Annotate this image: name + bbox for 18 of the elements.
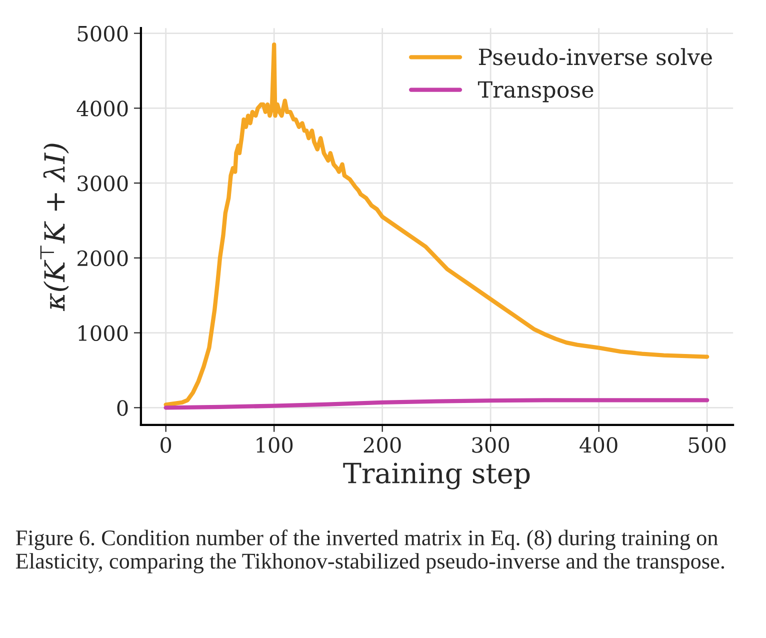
x-tick-label: 0 [160,437,172,453]
y-tick-label: 3000 [78,176,128,192]
x-tick-label: 300 [472,437,510,453]
caption: Figure 6. Condition number of the inverted matrix in Eq. (8) during training on Elasticity, comparing the Tikhonov-stabilized pseudo-inverse and the transpose. [16,530,724,574]
y-tick-label: 1000 [78,325,128,342]
y-tick-label: 4000 [76,100,128,116]
x-tick-label: 500 [688,437,726,453]
x-tick-label: 400 [580,437,618,453]
x-tick-label: 200 [364,437,401,453]
x-axis-title: Training step [343,462,530,490]
y-axis-title: κ(K$^{⊤}$K + λI) [40,144,69,312]
y-tick-label: 2000 [78,250,128,266]
legend-label: Transpose [478,81,594,102]
y-tick-label: 5000 [78,26,128,42]
y-tick-label: 0 [117,400,128,416]
x-tick-label: 100 [256,437,293,453]
line-series [164,398,710,410]
legend-label: Pseudo-inverse solve [478,48,712,66]
